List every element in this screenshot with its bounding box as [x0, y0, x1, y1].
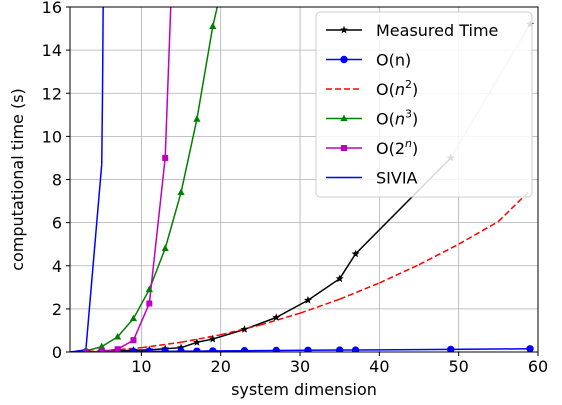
series-2-segment — [180, 334, 221, 344]
series-1-segment — [450, 348, 531, 351]
series-3-point — [193, 115, 201, 122]
series-2-segment — [339, 282, 380, 300]
series-3-segment — [196, 26, 214, 120]
series-4-point — [130, 337, 137, 344]
y-axis-title: computational time (s) — [8, 88, 27, 271]
series-4-point — [162, 154, 169, 161]
series-0-point — [240, 325, 249, 333]
series-1-point — [209, 347, 217, 352]
series-4-point — [146, 300, 153, 307]
series-3-segment — [132, 289, 150, 319]
series-0-point — [177, 343, 186, 352]
legend-label: Measured Time — [376, 21, 498, 40]
series-2-segment — [141, 341, 182, 349]
y-tick-label: 0 — [52, 343, 62, 362]
marker-layer — [81, 20, 535, 352]
legend-marker — [341, 145, 347, 151]
y-tick-label: 2 — [52, 300, 62, 319]
series-0-point — [192, 338, 201, 346]
series-1-point — [272, 346, 280, 352]
series-3-point — [209, 22, 217, 30]
y-tick-label: 12 — [42, 84, 62, 103]
series-4-segment — [148, 157, 166, 304]
legend-box — [315, 11, 533, 198]
series-1-point — [304, 346, 312, 352]
series-1-point — [177, 347, 185, 352]
legend-marker — [340, 114, 348, 122]
series-2-segment — [220, 324, 261, 336]
series-2-segment — [379, 263, 420, 284]
series-1-point — [240, 347, 249, 352]
x-tick-label: 60 — [528, 357, 548, 376]
series-3-point — [177, 188, 185, 196]
series-3-point — [113, 332, 122, 340]
series-1-point — [526, 345, 534, 352]
series-0-point — [303, 296, 312, 304]
x-tick-label: 20 — [211, 357, 231, 376]
series-3-segment — [212, 7, 219, 27]
series-0-segment — [339, 253, 357, 280]
series-1-segment — [355, 348, 451, 351]
series-1-point — [161, 347, 169, 352]
series-0-segment — [275, 299, 309, 319]
series-0-point — [351, 249, 360, 258]
series-0-segment — [307, 278, 341, 301]
series-4-point — [114, 346, 121, 352]
legend-marker — [340, 55, 348, 64]
series-2-segment — [260, 312, 301, 326]
x-tick-label: 50 — [448, 357, 468, 376]
series-2-segment — [418, 243, 460, 266]
x-tick-label: 30 — [290, 357, 310, 376]
series-0-point — [335, 274, 344, 283]
series-2-segment — [458, 220, 499, 245]
axes: 10 20 30 40 50 60 0 2 4 6 8 10 12 14 16 — [42, 0, 549, 376]
series-0-point — [208, 334, 217, 343]
y-tick-label: 8 — [52, 171, 62, 190]
series-3-point — [161, 244, 169, 252]
series-0-point — [272, 313, 281, 321]
legend-marker — [340, 25, 348, 34]
series-3-segment — [164, 192, 182, 249]
legend-label: O(n) — [376, 51, 411, 70]
legend: Measured Time O(n) O(n2) O(n3) O(2n) SIVIA — [315, 11, 533, 198]
series-2-segment — [299, 298, 340, 314]
series-5-segment — [85, 164, 103, 350]
y-tick-label: 14 — [42, 41, 62, 60]
series-5-segment — [101, 7, 104, 94]
legend-label: O(2n) — [376, 137, 418, 158]
series-3-point — [145, 285, 153, 293]
x-tick-label: 40 — [369, 357, 389, 376]
x-axis-title: system dimension — [231, 380, 377, 399]
series-3-segment — [117, 318, 135, 338]
series-4-segment — [164, 7, 172, 158]
series-1-point — [335, 346, 344, 352]
series-1-point — [145, 347, 154, 352]
series-4-point — [98, 348, 105, 352]
series-4-point — [82, 349, 89, 352]
y-tick-label: 16 — [42, 0, 62, 17]
y-tick-label: 6 — [52, 214, 62, 233]
series-1-point — [447, 345, 455, 352]
y-tick-label: 10 — [42, 127, 62, 146]
legend-label: O(n2) — [376, 78, 418, 99]
series-0-segment — [165, 346, 182, 350]
series-3-point — [129, 314, 138, 322]
series-4-segment — [132, 303, 151, 341]
series-1-point — [351, 346, 360, 352]
legend-label: O(n3) — [376, 108, 418, 129]
y-tick-label: 4 — [52, 257, 62, 276]
series-3-segment — [180, 118, 198, 193]
series-5-segment — [100, 93, 104, 165]
series-1-point — [193, 347, 201, 352]
series-3-point — [98, 342, 106, 350]
x-tick-label: 10 — [131, 357, 151, 376]
series-2-segment — [101, 346, 142, 352]
legend-label: SIVIA — [376, 169, 418, 188]
